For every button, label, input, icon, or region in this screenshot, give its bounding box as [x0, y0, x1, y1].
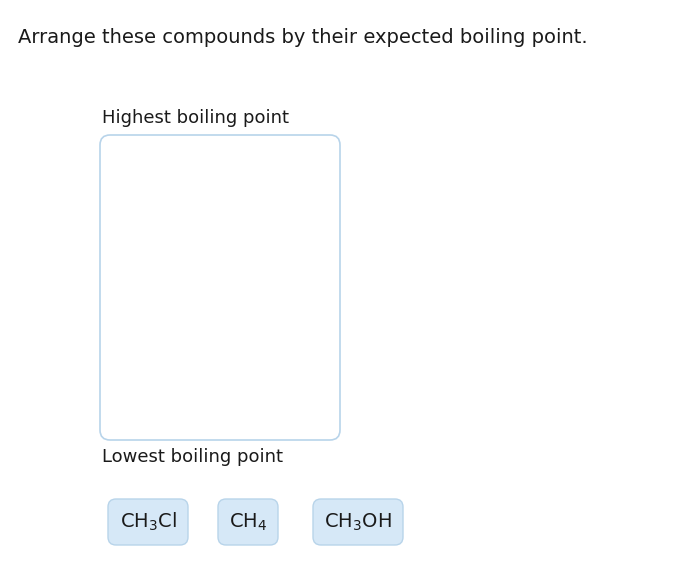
FancyBboxPatch shape — [108, 499, 188, 545]
Text: Highest boiling point: Highest boiling point — [102, 109, 289, 127]
Text: Arrange these compounds by their expected boiling point.: Arrange these compounds by their expecte… — [18, 28, 587, 47]
FancyBboxPatch shape — [313, 499, 403, 545]
FancyBboxPatch shape — [218, 499, 278, 545]
FancyBboxPatch shape — [100, 135, 340, 440]
Text: $\mathrm{CH_3Cl}$: $\mathrm{CH_3Cl}$ — [120, 511, 176, 533]
Text: Lowest boiling point: Lowest boiling point — [102, 448, 283, 466]
Text: $\mathrm{CH_4}$: $\mathrm{CH_4}$ — [229, 512, 267, 533]
Text: $\mathrm{CH_3OH}$: $\mathrm{CH_3OH}$ — [324, 512, 392, 533]
